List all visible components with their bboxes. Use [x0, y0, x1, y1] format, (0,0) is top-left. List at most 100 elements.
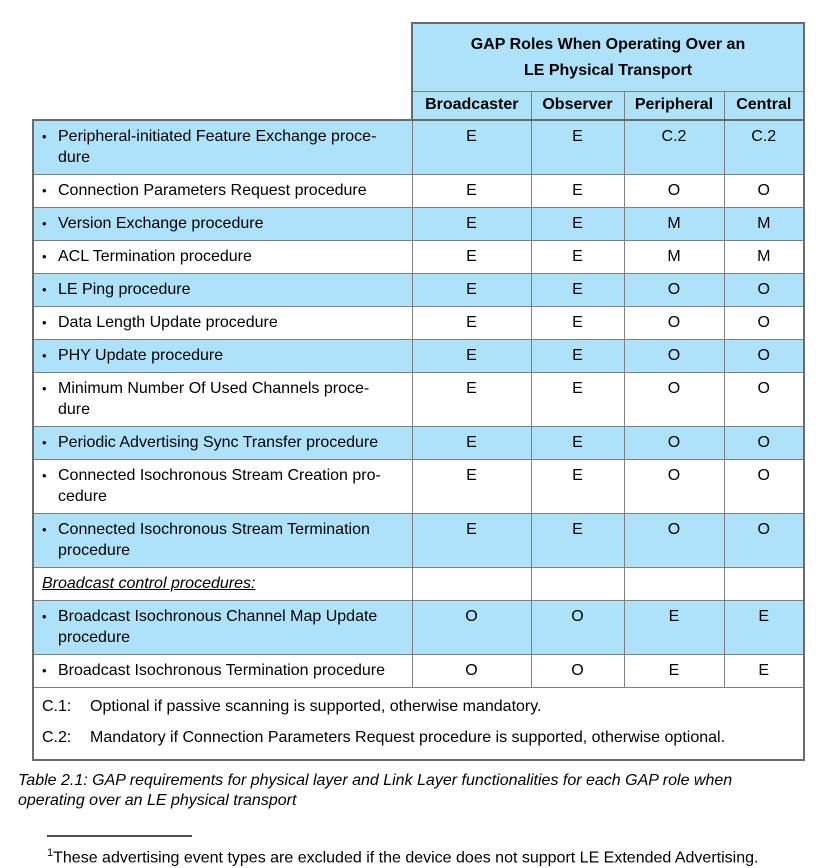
bullet-icon: • [42, 467, 47, 483]
column-header-peripheral: Peripheral [623, 91, 725, 120]
table-row: • ACL Termination procedure E E M M [32, 239, 805, 274]
procedure-label: Periodic Advertising Sync Transfer proce… [58, 433, 379, 451]
procedure-label: Broadcast Isochronous Termination proced… [58, 661, 385, 679]
footnote-body: These advertising event types are exclud… [53, 848, 759, 866]
value-cell: O [723, 371, 805, 427]
table-row: • Connection Parameters Request procedure… [32, 173, 805, 208]
column-header-broadcaster: Broadcaster [411, 91, 532, 120]
table-row: • Connected Isochronous Stream Creation p… [32, 458, 805, 514]
value-cell: O [530, 653, 625, 688]
bullet-icon: • [42, 380, 47, 396]
document-page: { "table": { "header": { "title_line1": … [0, 22, 837, 866]
procedure-label: LE Ping procedure [58, 280, 191, 298]
procedure-cell: • Broadcast Isochronous Channel Map Updat… [32, 599, 413, 655]
value-cell: O [411, 653, 532, 688]
value-cell: E [530, 173, 625, 208]
footnote-rule [47, 834, 192, 837]
value-cell: O [411, 599, 532, 655]
value-cell: O [623, 305, 725, 340]
gap-roles-table: GAP Roles When Operating Over an LE Phys… [32, 22, 805, 761]
value-cell: E [411, 272, 532, 307]
legend-key: C.1: [42, 697, 72, 715]
bullet-icon: • [42, 215, 47, 231]
value-cell: E [530, 239, 625, 274]
procedure-cell: • Connected Isochronous Stream Creation p… [32, 458, 413, 514]
value-cell: E [623, 653, 725, 688]
value-cell [530, 566, 625, 601]
legend-key: C.2: [42, 728, 72, 746]
value-cell: O [623, 371, 725, 427]
value-cell: E [411, 239, 532, 274]
value-cell: E [723, 653, 805, 688]
table-row: • Connected Isochronous Stream Terminatio… [32, 512, 805, 568]
value-cell: M [623, 239, 725, 274]
value-cell: O [723, 305, 805, 340]
value-cell: E [411, 512, 532, 568]
procedure-cell: • Peripheral-initiated Feature Exchange p… [32, 118, 413, 175]
table-header-title-row: GAP Roles When Operating Over an LE Phys… [33, 22, 805, 120]
legend-text: Mandatory if Connection Parameters Reque… [90, 728, 726, 746]
bullet-icon: • [42, 314, 47, 330]
bullet-icon: • [42, 662, 47, 678]
value-cell: E [530, 118, 625, 175]
procedure-label: Connected Isochronous Stream Creation pr… [58, 466, 381, 505]
procedure-cell: • PHY Update procedure [32, 338, 413, 373]
legend-cell: C.1: Optional if passive scanning is supp… [32, 686, 805, 761]
value-cell: E [530, 371, 625, 427]
procedure-label: Broadcast control procedures: [42, 574, 256, 592]
bullet-icon: • [42, 128, 47, 144]
value-cell: O [723, 272, 805, 307]
procedure-cell: • Connected Isochronous Stream Terminatio… [32, 512, 413, 568]
value-cell: E [411, 206, 532, 241]
value-cell: E [530, 272, 625, 307]
value-cell: E [530, 206, 625, 241]
value-cell [723, 566, 805, 601]
value-cell: E [411, 173, 532, 208]
value-cell: O [723, 173, 805, 208]
value-cell: O [723, 425, 805, 460]
value-cell: O [623, 512, 725, 568]
procedure-label: Connection Parameters Request procedure [58, 181, 367, 199]
table-row: • PHY Update procedure E E O O [32, 338, 805, 373]
value-cell: O [623, 272, 725, 307]
column-header-central: Central [723, 91, 805, 120]
value-cell: O [723, 458, 805, 514]
value-cell: E [530, 305, 625, 340]
value-cell: E [530, 425, 625, 460]
table-row: • Data Length Update procedure E E O O [32, 305, 805, 340]
section-label-cell: Broadcast control procedures: [32, 566, 413, 601]
table-row: • Periodic Advertising Sync Transfer proc… [32, 425, 805, 460]
bullet-icon: • [42, 182, 47, 198]
procedure-label: PHY Update procedure [58, 346, 224, 364]
header-title-line-2: LE Physical Transport [523, 62, 693, 79]
value-cell [623, 566, 725, 601]
bullet-icon: • [42, 347, 47, 363]
header-spacer [33, 23, 412, 120]
value-cell: M [723, 206, 805, 241]
procedure-label: Minimum Number Of Used Channels proce- d… [58, 379, 370, 418]
value-cell: E [723, 599, 805, 655]
procedure-cell: • Broadcast Isochronous Termination proce… [32, 653, 413, 688]
value-cell: O [530, 599, 625, 655]
table-row: • Peripheral-initiated Feature Exchange p… [32, 118, 805, 175]
procedure-cell: • Periodic Advertising Sync Transfer proc… [32, 425, 413, 460]
footnote-text: 1These advertising event types are exclu… [47, 843, 837, 868]
legend-text: Optional if passive scanning is supporte… [90, 697, 542, 715]
legend-row: C.1: Optional if passive scanning is supp… [32, 686, 805, 761]
procedure-label: Peripheral-initiated Feature Exchange pr… [58, 127, 377, 166]
value-cell: O [623, 338, 725, 373]
value-cell: E [411, 338, 532, 373]
column-header-observer: Observer [530, 91, 625, 120]
header-title-line-1: GAP Roles When Operating Over an [470, 36, 746, 53]
value-cell: E [411, 371, 532, 427]
table-header-title: GAP Roles When Operating Over an LE Phys… [411, 22, 805, 92]
value-cell: O [623, 458, 725, 514]
table-row: • Broadcast Isochronous Channel Map Updat… [32, 599, 805, 655]
value-cell: M [623, 206, 725, 241]
table-row: • LE Ping procedure E E O O [32, 272, 805, 307]
bullet-icon: • [42, 521, 47, 537]
procedure-cell: • Version Exchange procedure [32, 206, 413, 241]
procedure-label: Connected Isochronous Stream Termination… [58, 520, 370, 559]
value-cell: E [411, 305, 532, 340]
procedure-label: Version Exchange procedure [58, 214, 264, 232]
